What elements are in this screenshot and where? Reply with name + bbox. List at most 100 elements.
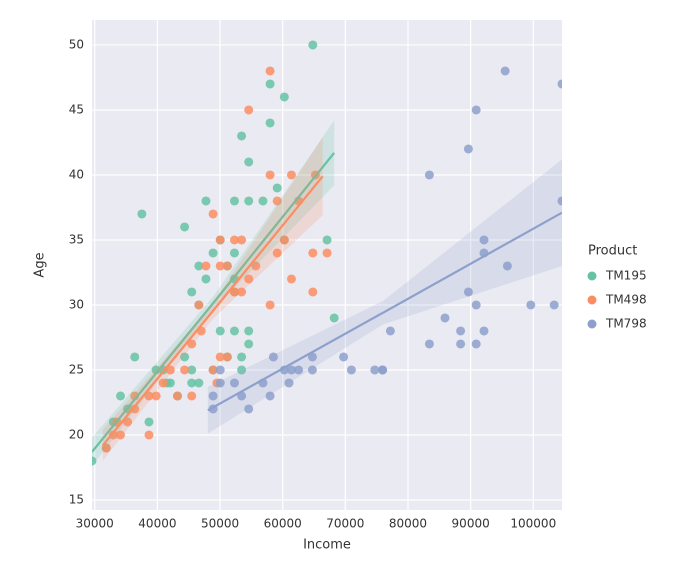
regression-line [101,175,324,447]
point [237,131,247,141]
point [130,352,140,362]
point [115,430,125,440]
point [215,352,225,362]
point [308,248,318,258]
point [272,183,282,193]
point [92,456,97,466]
point [187,339,197,349]
y-tick-label: 45 [69,102,84,116]
point [265,66,275,76]
point [244,274,254,284]
y-tick-label: 50 [69,37,84,51]
point [284,378,294,388]
point [180,222,190,232]
plot-background [92,20,562,510]
point [123,417,133,427]
point [502,261,512,271]
point [339,352,349,362]
point [549,300,559,310]
point [471,300,481,310]
point [237,287,247,297]
point [378,365,388,375]
point [194,300,204,310]
point [268,352,278,362]
legend-label: TM195 [605,269,647,283]
point [272,248,282,258]
point [279,92,289,102]
point [322,248,332,258]
point [215,326,225,336]
point [294,365,304,375]
point [307,365,317,375]
point [208,209,218,219]
point [194,378,204,388]
point [479,235,489,245]
point [456,326,466,336]
point [272,196,282,206]
regression-line [207,211,562,412]
legend-marker [587,319,597,329]
point [222,261,232,271]
point [115,391,125,401]
point [215,261,225,271]
legend-label: TM498 [605,293,647,307]
point [463,144,473,154]
point [165,378,175,388]
point [229,326,239,336]
point [201,196,211,206]
point [244,326,254,336]
x-tick-label: 60000 [264,517,302,531]
point [208,365,218,375]
x-tick-label: 80000 [389,517,427,531]
legend-marker [587,271,597,281]
point [424,170,434,180]
point [286,274,296,284]
point [308,40,318,50]
point [471,105,481,115]
point [229,248,239,258]
point [237,365,247,375]
point [215,365,225,375]
point [265,391,275,401]
confidence-band [102,137,323,461]
point [307,352,317,362]
y-tick-label: 15 [69,492,84,506]
point [158,378,168,388]
point [265,170,275,180]
point [101,443,111,453]
point [244,105,254,115]
legend-title: Product [588,244,637,259]
point [222,352,232,362]
point [144,391,154,401]
point [144,417,154,427]
point [370,365,380,375]
x-tick-label: 90000 [452,517,490,531]
point [215,235,225,245]
x-tick-label: 30000 [76,517,114,531]
point [258,196,268,206]
point [265,300,275,310]
point [229,196,239,206]
point [329,313,339,323]
point [229,235,239,245]
point [215,378,225,388]
point [180,365,190,375]
point [526,300,536,310]
point [229,378,239,388]
point [187,365,197,375]
point [137,209,147,219]
point [265,79,275,89]
x-tick-label: 40000 [138,517,176,531]
point [424,339,434,349]
legend-marker [587,295,597,305]
point [463,287,473,297]
y-tick-label: 35 [69,232,84,246]
point [286,365,296,375]
confidence-band [92,120,335,467]
confidence-band [207,159,562,434]
legend-label: TM798 [605,317,647,331]
point [201,261,211,271]
x-axis-label: Income [303,538,351,553]
point [500,66,510,76]
point [237,235,247,245]
